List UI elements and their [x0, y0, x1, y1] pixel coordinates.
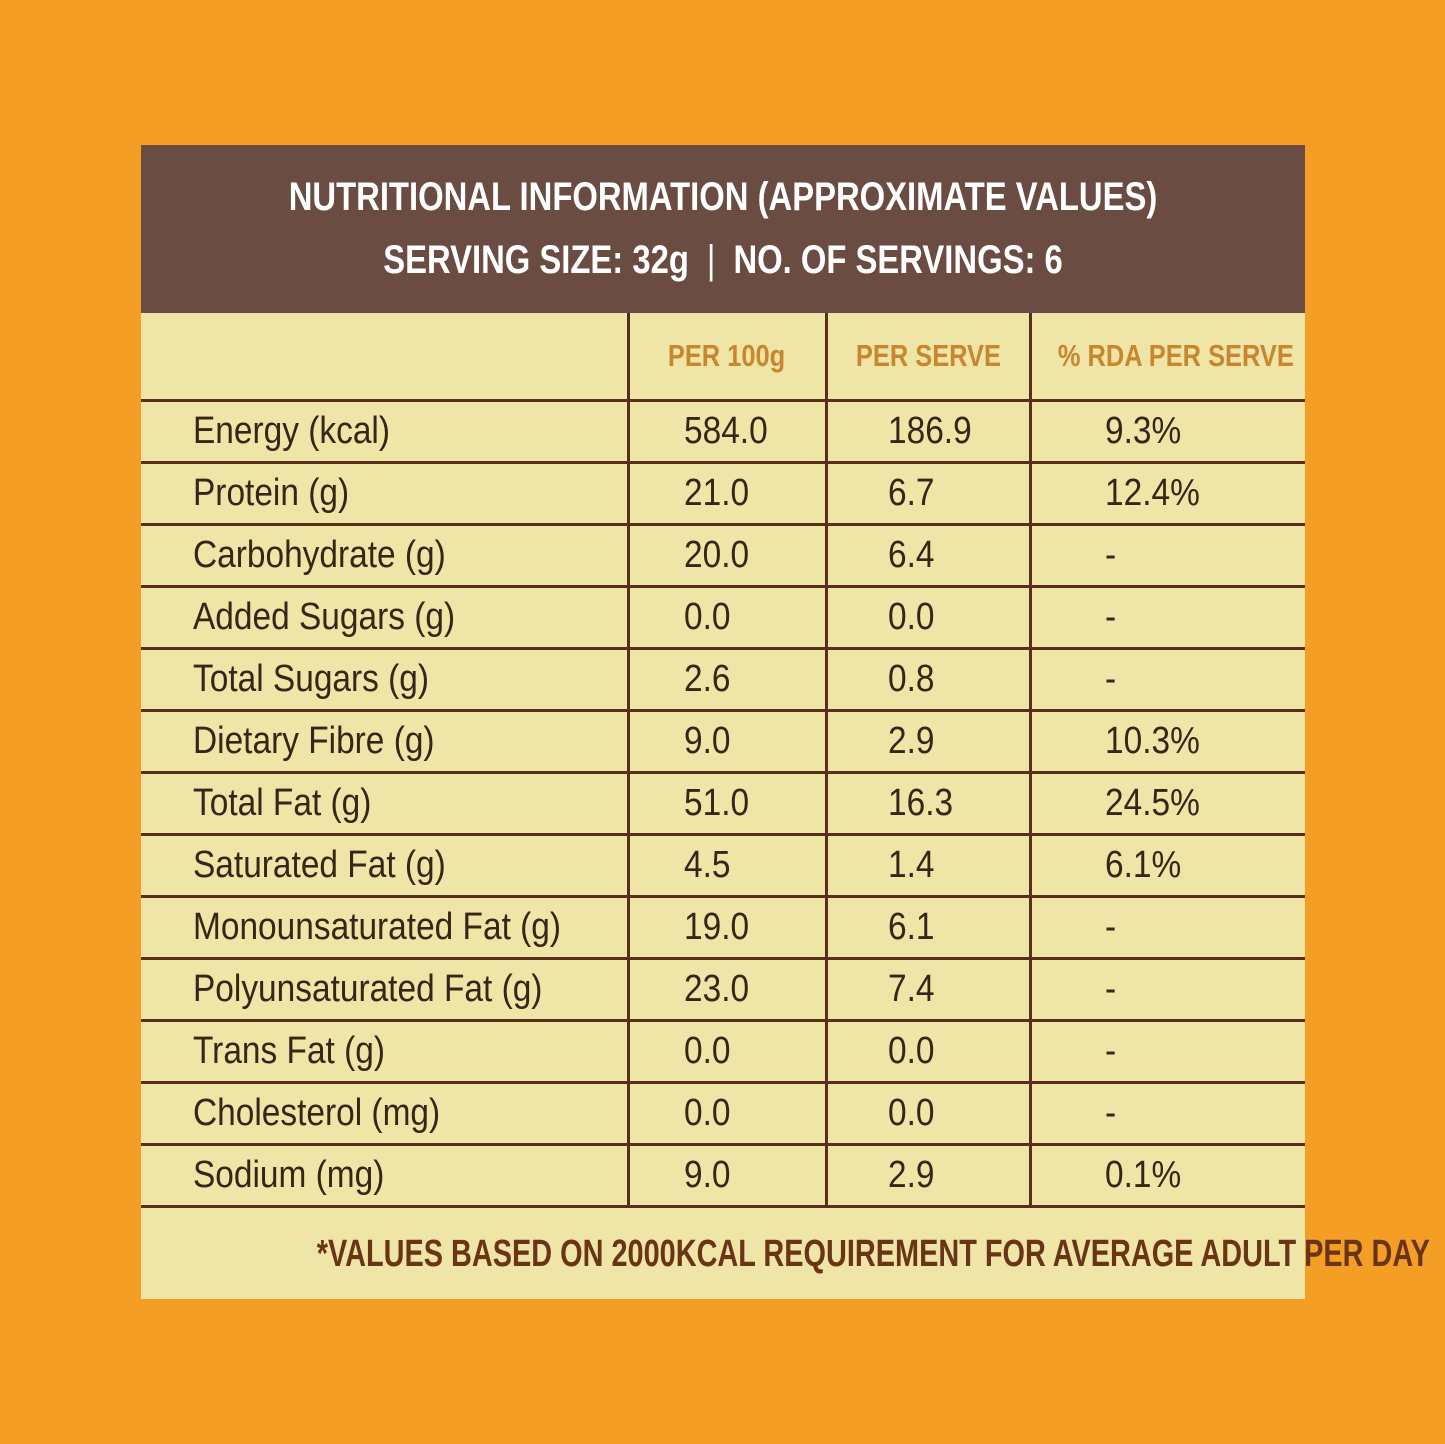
table-row: Energy (kcal) 584.0 186.9 9.3%	[141, 400, 1305, 464]
value-per-100g: 2.6	[626, 648, 826, 712]
nutrient-name: Total Sugars (g)	[141, 648, 628, 712]
value-per-serve: 1.4	[824, 834, 1030, 898]
value-rda: -	[1028, 958, 1305, 1022]
rda-footnote: *VALUES BASED ON 2000KCAL REQUIREMENT FO…	[316, 1233, 1430, 1275]
table-row: Cholesterol (mg) 0.0 0.0 -	[141, 1082, 1305, 1146]
nutrient-name: Total Fat (g)	[141, 772, 628, 836]
value-per-serve: 6.7	[824, 462, 1030, 526]
table-row: Protein (g) 21.0 6.7 12.4%	[141, 462, 1305, 526]
table-row: Polyunsaturated Fat (g) 23.0 7.4 -	[141, 958, 1305, 1022]
column-header-nutrient	[141, 313, 628, 402]
value-rda: 6.1%	[1028, 834, 1305, 898]
value-rda: 24.5%	[1028, 772, 1305, 836]
nutrient-name: Carbohydrate (g)	[141, 524, 628, 588]
value-per-serve: 6.4	[824, 524, 1030, 588]
table-row: Total Fat (g) 51.0 16.3 24.5%	[141, 772, 1305, 836]
serving-info: SERVING SIZE: 32g | NO. OF SERVINGS: 6	[246, 238, 1200, 283]
nutrition-panel: NUTRITIONAL INFORMATION (APPROXIMATE VAL…	[141, 145, 1430, 1299]
servings-count: NO. OF SERVINGS: 6	[733, 238, 1063, 282]
value-per-serve: 7.4	[824, 958, 1030, 1022]
value-rda: -	[1028, 1020, 1305, 1084]
value-per-100g: 0.0	[626, 586, 826, 650]
nutrient-name: Trans Fat (g)	[141, 1020, 628, 1084]
nutrition-header: NUTRITIONAL INFORMATION (APPROXIMATE VAL…	[141, 145, 1305, 313]
table-row: Saturated Fat (g) 4.5 1.4 6.1%	[141, 834, 1305, 898]
value-per-100g: 584.0	[626, 400, 826, 464]
nutrient-name: Dietary Fibre (g)	[141, 710, 628, 774]
serving-separator: |	[706, 238, 716, 282]
value-per-100g: 21.0	[626, 462, 826, 526]
value-per-100g: 20.0	[626, 524, 826, 588]
value-per-serve: 0.8	[824, 648, 1030, 712]
value-per-serve: 0.0	[824, 1020, 1030, 1084]
value-per-serve: 6.1	[824, 896, 1030, 960]
column-header-per-100g: PER 100g	[626, 313, 826, 402]
value-per-100g: 19.0	[626, 896, 826, 960]
table-row: Sodium (mg) 9.0 2.9 0.1%	[141, 1144, 1305, 1208]
value-per-serve: 0.0	[824, 1082, 1030, 1146]
table-row: Total Sugars (g) 2.6 0.8 -	[141, 648, 1305, 712]
value-rda: -	[1028, 586, 1305, 650]
table-row: Dietary Fibre (g) 9.0 2.9 10.3%	[141, 710, 1305, 774]
table-row: Added Sugars (g) 0.0 0.0 -	[141, 586, 1305, 650]
nutrient-name: Protein (g)	[141, 462, 628, 526]
value-rda: 12.4%	[1028, 462, 1305, 526]
nutrient-name: Cholesterol (mg)	[141, 1082, 628, 1146]
value-rda: 10.3%	[1028, 710, 1305, 774]
table-header-row: PER 100g PER SERVE % RDA PER SERVE	[141, 313, 1305, 402]
nutrition-title: NUTRITIONAL INFORMATION (APPROXIMATE VAL…	[288, 175, 1158, 219]
serving-size: SERVING SIZE: 32g	[383, 238, 689, 282]
nutrient-name: Energy (kcal)	[141, 400, 628, 464]
value-rda: 9.3%	[1028, 400, 1305, 464]
value-rda: -	[1028, 896, 1305, 960]
nutrient-name: Monounsaturated Fat (g)	[141, 896, 628, 960]
value-per-100g: 9.0	[626, 1144, 826, 1208]
value-rda: -	[1028, 524, 1305, 588]
value-rda: -	[1028, 1082, 1305, 1146]
value-per-serve: 16.3	[824, 772, 1030, 836]
value-rda: 0.1%	[1028, 1144, 1305, 1208]
nutrient-name: Saturated Fat (g)	[141, 834, 628, 898]
value-per-serve: 2.9	[824, 710, 1030, 774]
nutrient-name: Polyunsaturated Fat (g)	[141, 958, 628, 1022]
value-per-serve: 186.9	[824, 400, 1030, 464]
value-per-100g: 4.5	[626, 834, 826, 898]
nutrition-table: PER 100g PER SERVE % RDA PER SERVE Energ…	[141, 313, 1305, 1208]
table-row: Monounsaturated Fat (g) 19.0 6.1 -	[141, 896, 1305, 960]
value-rda: -	[1028, 648, 1305, 712]
column-header-rda: % RDA PER SERVE	[1028, 313, 1305, 402]
value-per-100g: 9.0	[626, 710, 826, 774]
nutrient-name: Added Sugars (g)	[141, 586, 628, 650]
value-per-100g: 23.0	[626, 958, 826, 1022]
column-header-per-serve: PER SERVE	[824, 313, 1030, 402]
table-row: Carbohydrate (g) 20.0 6.4 -	[141, 524, 1305, 588]
value-per-serve: 0.0	[824, 586, 1030, 650]
value-per-serve: 2.9	[824, 1144, 1030, 1208]
table-row: Trans Fat (g) 0.0 0.0 -	[141, 1020, 1305, 1084]
value-per-100g: 0.0	[626, 1082, 826, 1146]
value-per-100g: 0.0	[626, 1020, 826, 1084]
nutrient-name: Sodium (mg)	[141, 1144, 628, 1208]
value-per-100g: 51.0	[626, 772, 826, 836]
